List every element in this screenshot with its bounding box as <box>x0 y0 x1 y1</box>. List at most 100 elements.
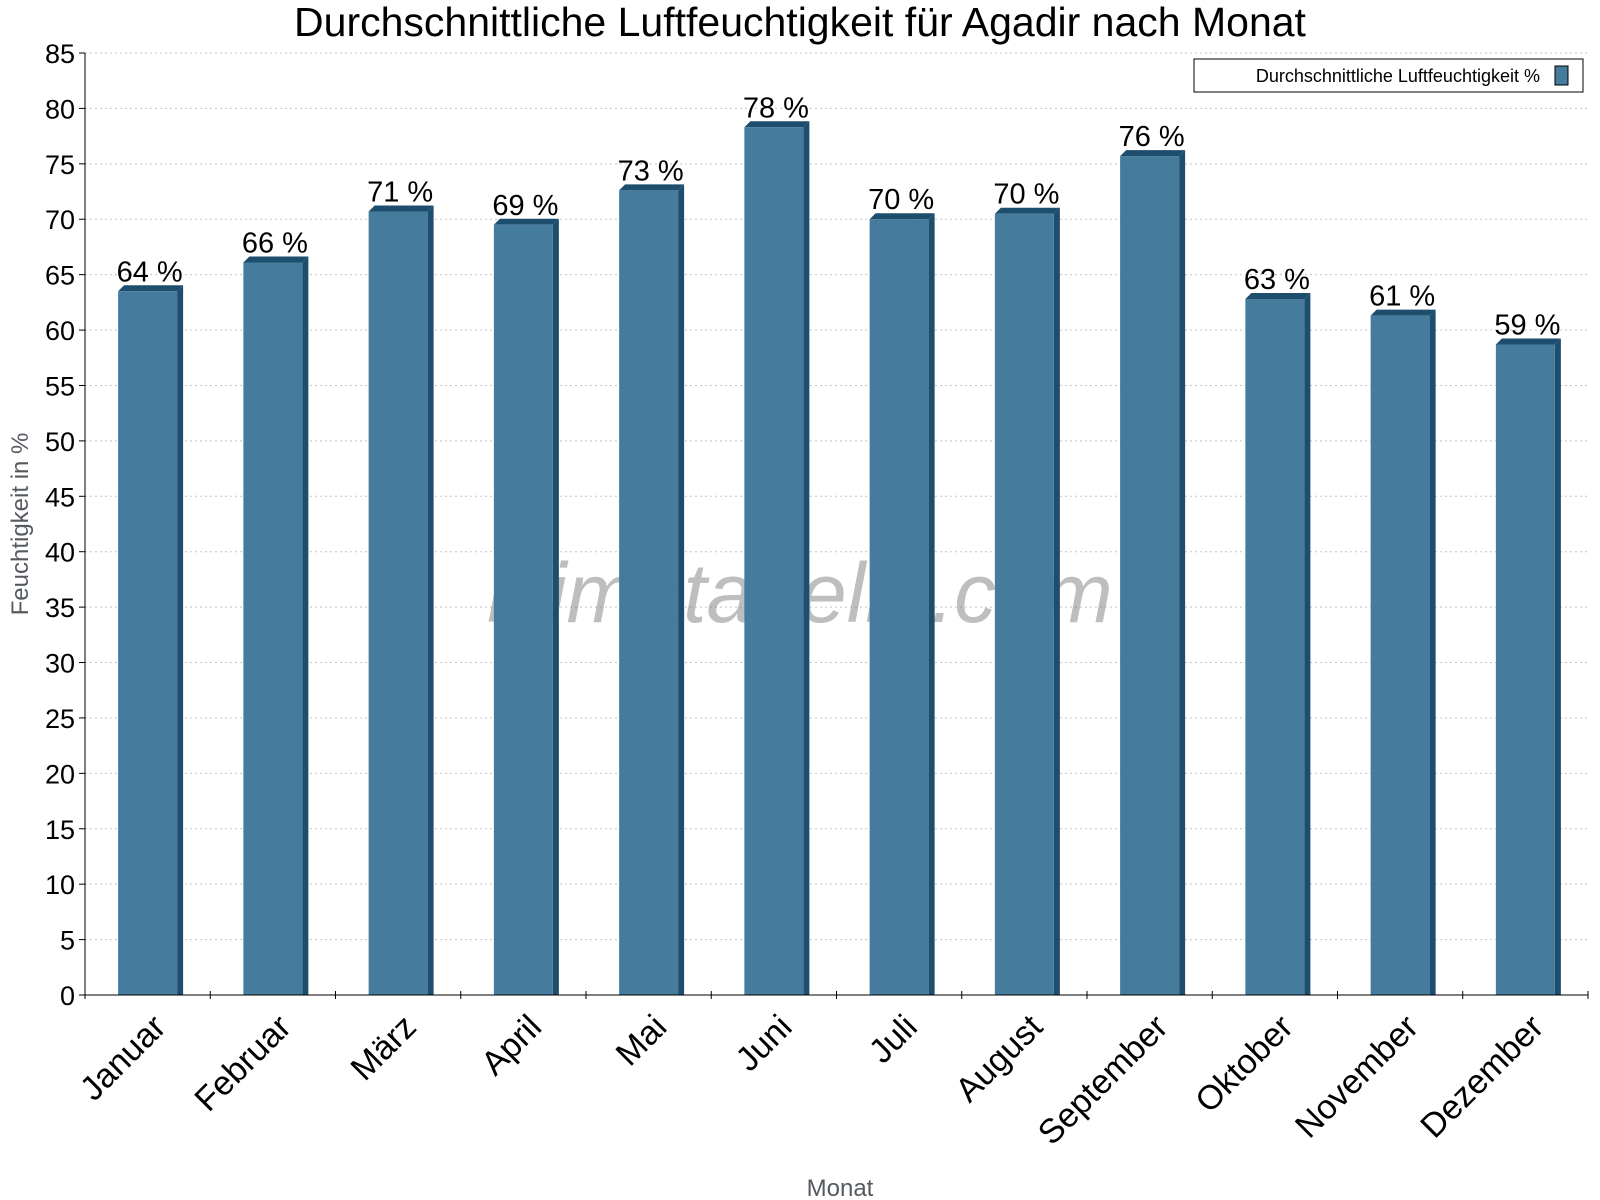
x-tick-label: Mai <box>609 1008 675 1074</box>
bar-front <box>368 211 428 995</box>
bar-side <box>177 285 184 995</box>
bar-front <box>493 224 553 995</box>
bar-side <box>1429 309 1436 996</box>
x-tick-label: Juni <box>729 1008 800 1079</box>
data-label: 76 % <box>1119 121 1185 153</box>
x-tick-label: August <box>948 1007 1050 1109</box>
bar <box>118 285 184 995</box>
legend-box <box>1193 58 1584 93</box>
y-tick-label: 85 <box>45 39 75 69</box>
data-label: 66 % <box>242 227 308 259</box>
legend: Durchschnittliche Luftfeuchtigkeit % <box>1193 58 1584 93</box>
bar-top <box>493 218 559 225</box>
y-tick-label: 35 <box>45 593 75 623</box>
bar-side <box>552 218 559 995</box>
bar <box>1120 150 1186 995</box>
bar-side <box>302 256 309 995</box>
x-tick-label: Oktober <box>1188 1008 1300 1120</box>
x-tick-label: Juli <box>862 1008 925 1071</box>
bar-top <box>1370 309 1436 316</box>
data-label: 70 % <box>868 184 934 216</box>
y-tick-label: 50 <box>45 427 75 457</box>
data-labels: 64 % 66 % 71 % 69 % 73 % 78 % 70 % 70 % 76 % 63 %… <box>117 92 1561 341</box>
gridlines <box>85 52 1588 941</box>
y-tick-label: 60 <box>45 316 75 346</box>
chart-title: Durchschnittliche Luftfeuchtigkeit für A… <box>294 0 1306 45</box>
bar-top <box>744 121 810 128</box>
bar-top <box>118 285 184 292</box>
bar-side <box>928 213 935 995</box>
x-tick-label: Dezember <box>1413 1008 1551 1146</box>
bar-side <box>1554 338 1561 995</box>
bar-side <box>1179 150 1186 995</box>
x-tick-label: September <box>1031 1008 1175 1152</box>
bar <box>744 121 810 995</box>
x-axis-ticks: Januar Februar März April Mai Juni Juli AugustS… <box>73 1007 1551 1152</box>
y-tick-label: 15 <box>45 815 75 845</box>
y-tick-label: 70 <box>45 205 75 235</box>
bar-side <box>1053 207 1060 996</box>
bar-front <box>243 262 303 995</box>
axes <box>84 53 1589 999</box>
bar-top <box>243 256 309 263</box>
data-label: 71 % <box>367 176 433 208</box>
x-tick-label: November <box>1288 1008 1426 1146</box>
bar-front <box>1495 344 1555 995</box>
data-label: 70 % <box>993 179 1059 211</box>
bar-front <box>619 190 679 996</box>
bar-front <box>1245 299 1305 996</box>
y-tick-label: 30 <box>45 649 75 679</box>
data-label: 61 % <box>1369 281 1435 313</box>
bar-front <box>1370 315 1430 996</box>
y-axis-title: Feuchtigkeit in % <box>7 433 34 616</box>
bar-front <box>118 291 178 995</box>
data-label: 64 % <box>117 256 183 288</box>
bar-top <box>1245 293 1311 300</box>
legend-label: Durchschnittliche Luftfeuchtigkeit % <box>1256 66 1540 86</box>
bars <box>118 121 1561 996</box>
y-tick-label: 0 <box>60 981 75 1011</box>
bar-top <box>619 184 685 191</box>
bar-top <box>1120 150 1186 157</box>
x-tick-label: April <box>474 1008 549 1083</box>
legend-swatch <box>1554 65 1569 86</box>
y-tick-label: 20 <box>45 759 75 789</box>
bar-top <box>1495 338 1561 345</box>
bar <box>1245 293 1311 996</box>
bar-front <box>744 127 804 995</box>
x-tick-label: Januar <box>73 1008 173 1108</box>
bar <box>869 213 935 995</box>
x-tick-label: Februar <box>187 1008 298 1119</box>
y-tick-label: 10 <box>45 870 75 900</box>
bar <box>1370 309 1436 996</box>
data-label: 59 % <box>1494 309 1560 341</box>
data-label: 69 % <box>492 190 558 222</box>
bar-side <box>803 121 810 995</box>
y-axis-ticks: 0 5 10 15 20 25 30 35 40 45 50 55 60 65 70 75 80 85 <box>45 39 85 1011</box>
y-tick-label: 40 <box>45 538 75 568</box>
bar <box>493 218 559 995</box>
bar <box>1495 338 1561 995</box>
bar-front <box>869 219 929 995</box>
bar-top <box>994 207 1060 214</box>
data-label: 78 % <box>743 92 809 124</box>
bar-side <box>427 205 434 995</box>
bar-front <box>994 213 1054 996</box>
bar-top <box>869 213 935 220</box>
y-tick-label: 45 <box>45 482 75 512</box>
bar-side <box>678 184 685 996</box>
data-label: 73 % <box>618 155 684 187</box>
y-tick-label: 55 <box>45 371 75 401</box>
x-tick-label: März <box>343 1008 423 1088</box>
y-tick-label: 65 <box>45 261 75 291</box>
bar <box>368 205 434 995</box>
bar <box>619 184 685 996</box>
bar-front <box>1120 156 1180 995</box>
bar-side <box>1304 293 1311 996</box>
bar <box>994 207 1060 996</box>
bar <box>243 256 309 995</box>
y-tick-label: 80 <box>45 94 75 124</box>
bar-top <box>368 205 434 212</box>
y-tick-label: 5 <box>60 926 75 956</box>
y-tick-label: 75 <box>45 150 75 180</box>
